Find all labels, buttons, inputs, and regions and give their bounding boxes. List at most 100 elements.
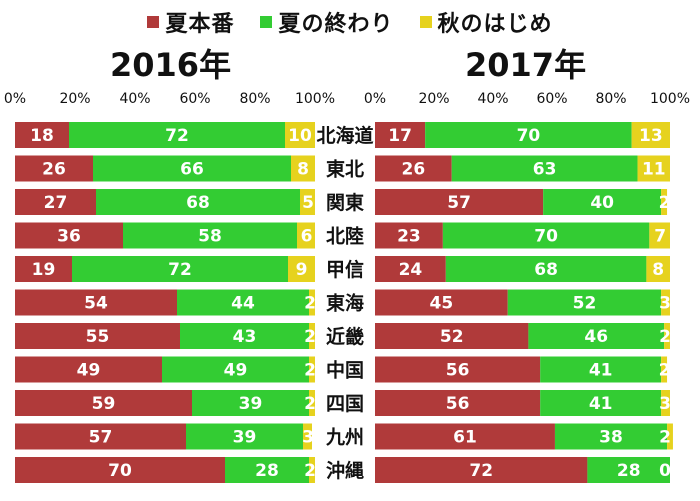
bar-value-label: 13 <box>639 126 663 146</box>
bar-segment <box>507 289 662 316</box>
legend-swatch-autumn-start <box>419 16 432 28</box>
bar-segment <box>285 122 315 148</box>
bar-value-label: 49 <box>77 361 101 381</box>
bar-segment <box>309 457 315 483</box>
region-label: 甲信 <box>326 258 364 281</box>
bar-segment <box>667 423 673 450</box>
region-label: 東北 <box>326 158 364 181</box>
bar-value-label: 41 <box>589 361 613 381</box>
bar-value-label: 52 <box>440 327 464 347</box>
bar-value-label: 26 <box>42 160 66 180</box>
bar-value-label: 28 <box>255 461 279 481</box>
bar-value-label: 2 <box>304 294 316 314</box>
bar-value-label: 19 <box>32 260 56 280</box>
bar-segment <box>646 256 670 282</box>
bar-value-label: 52 <box>573 294 597 314</box>
x-tick-label-2016: 100% <box>295 91 335 107</box>
bar-segment <box>186 423 303 450</box>
region-label: 東海 <box>326 292 364 315</box>
bar-value-label: 68 <box>186 193 210 213</box>
bar-value-label: 36 <box>57 227 81 247</box>
x-tick-label-2017: 80% <box>595 91 626 107</box>
bar-value-label: 7 <box>654 227 666 247</box>
x-tick-label-2016: 20% <box>59 91 90 107</box>
bar-value-label: 41 <box>589 394 613 414</box>
x-tick-label-2017: 0% <box>364 91 386 107</box>
bar-value-label: 70 <box>534 227 558 247</box>
bar-value-label: 8 <box>652 260 664 280</box>
bar-value-label: 0 <box>659 461 671 481</box>
bar-value-label: 28 <box>617 461 641 481</box>
bar-segment <box>661 356 668 383</box>
bar-segment <box>375 423 555 450</box>
bar-value-label: 70 <box>517 126 541 146</box>
bar-value-label: 39 <box>233 428 257 448</box>
region-label: 中国 <box>326 359 364 382</box>
bar-value-label: 63 <box>533 160 557 180</box>
region-label: 北陸 <box>326 225 364 248</box>
bar-segment <box>72 256 288 282</box>
legend-label-summer-end: 夏の終わり <box>278 12 394 37</box>
bar-segment <box>15 256 72 282</box>
bar-segment <box>177 289 309 316</box>
bar-segment <box>93 155 291 182</box>
bar-segment <box>192 390 309 416</box>
bar-segment <box>309 289 315 316</box>
bar-segment <box>540 390 662 416</box>
bar-segment <box>661 289 670 316</box>
bar-segment <box>15 155 93 182</box>
bar-value-label: 2 <box>659 327 671 347</box>
bar-segment <box>288 256 315 282</box>
bar-segment <box>540 356 662 383</box>
bar-value-label: 3 <box>659 394 671 414</box>
bar-segment <box>162 356 309 383</box>
bar-segment <box>375 390 541 416</box>
bar-segment <box>225 457 309 483</box>
bar-segment <box>123 222 297 249</box>
bar-segment <box>649 222 670 249</box>
bar-value-label: 57 <box>89 428 113 448</box>
bar-value-label: 2 <box>659 428 671 448</box>
bar-value-label: 2 <box>304 461 316 481</box>
bar-value-label: 3 <box>659 294 671 314</box>
bar-segment <box>375 356 541 383</box>
bar-value-label: 2 <box>659 193 671 213</box>
bar-segment <box>15 289 177 316</box>
bar-value-label: 49 <box>224 361 248 381</box>
bar-value-label: 56 <box>446 361 470 381</box>
bar-segment <box>587 457 670 483</box>
bar-value-label: 2 <box>304 361 316 381</box>
bar-segment <box>15 457 225 483</box>
bar-value-label: 72 <box>469 461 493 481</box>
chart-title-2016: 2016年 <box>110 46 232 84</box>
legend-item-summer-end: 夏の終わり <box>260 6 393 38</box>
bar-segment <box>297 222 315 249</box>
bar-segment <box>15 222 123 249</box>
bar-segment <box>528 323 665 349</box>
bar-value-label: 40 <box>590 193 614 213</box>
legend-label-autumn-start: 秋のはじめ <box>437 12 553 37</box>
bar-segment <box>15 356 162 383</box>
bar-segment <box>300 189 315 215</box>
bar-segment <box>375 222 443 249</box>
bar-segment <box>309 390 315 416</box>
bar-value-label: 56 <box>446 394 470 414</box>
bar-segment <box>15 390 192 416</box>
bar-value-label: 70 <box>108 461 132 481</box>
region-label: 関東 <box>326 191 364 214</box>
bar-segment <box>291 155 315 182</box>
bar-value-label: 27 <box>44 193 68 213</box>
bar-value-label: 3 <box>302 428 314 448</box>
bar-segment <box>15 423 186 450</box>
bar-value-label: 2 <box>304 394 316 414</box>
legend-swatch-summer-end <box>260 16 273 28</box>
bar-value-label: 6 <box>301 227 313 247</box>
bar-value-label: 23 <box>397 227 421 247</box>
x-tick-label-2016: 80% <box>239 91 270 107</box>
bar-value-label: 44 <box>231 294 255 314</box>
bar-segment <box>425 122 632 148</box>
bar-value-label: 45 <box>430 294 454 314</box>
bar-value-label: 58 <box>198 227 222 247</box>
bar-segment <box>375 122 426 148</box>
bar-segment <box>309 356 315 383</box>
